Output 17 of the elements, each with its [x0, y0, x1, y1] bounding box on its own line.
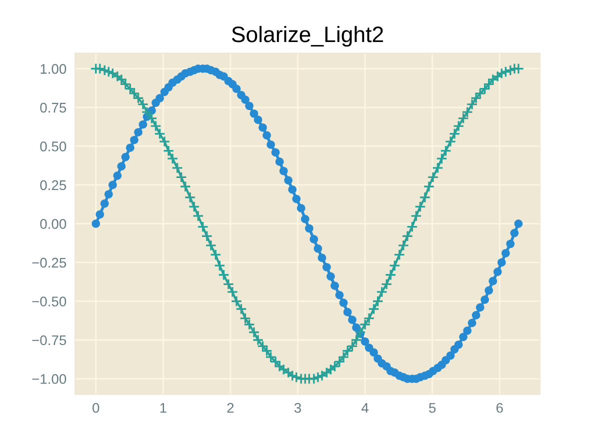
y-tick-label: 0.25 — [40, 180, 66, 190]
x-tick-label: 4 — [361, 403, 368, 413]
y-tick-label: 0.50 — [40, 142, 66, 152]
x-tick-label: 3 — [294, 402, 301, 413]
x-tick-label: 2 — [227, 402, 234, 413]
y-tick-label: −0.50 — [32, 296, 66, 306]
y-tick-label: −0.75 — [32, 335, 66, 346]
x-tick-label: 0 — [92, 402, 100, 413]
y-tick-label: −0.25 — [32, 258, 66, 268]
chart-title: Solarize_Light2 — [232, 26, 383, 47]
y-tick-label: 0.00 — [40, 219, 66, 229]
y-tick-label: −1.00 — [32, 374, 66, 384]
x-tick-label: 5 — [429, 403, 436, 413]
x-tick-label: 1 — [160, 403, 166, 413]
y-tick-label: 0.75 — [40, 102, 66, 113]
y-tick-label: 1.00 — [40, 64, 66, 74]
x-tick-label: 6 — [496, 402, 503, 413]
